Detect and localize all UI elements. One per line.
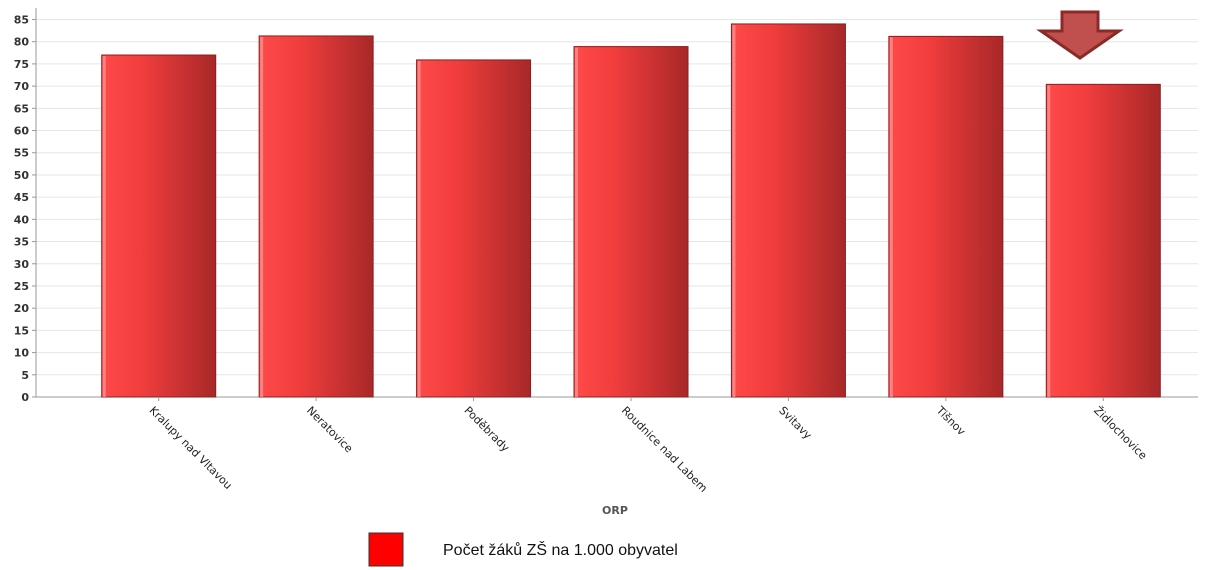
bar-body bbox=[730, 23, 846, 398]
bar-highlight bbox=[102, 56, 106, 397]
y-tick-label: 65 bbox=[14, 102, 29, 115]
y-tick-label: 40 bbox=[14, 213, 30, 226]
bar-highlight bbox=[260, 36, 264, 398]
legend-label: Počet žáků ZŠ na 1.000 obyvatel bbox=[443, 540, 678, 559]
legend-swatch bbox=[368, 532, 404, 567]
legend: Počet žáků ZŠ na 1.000 obyvatel bbox=[368, 532, 678, 567]
x-category-label: Tišnov bbox=[933, 403, 968, 438]
y-tick-label: 10 bbox=[14, 347, 30, 360]
y-tick-label: 85 bbox=[14, 14, 29, 27]
bar-highlight bbox=[575, 47, 578, 397]
x-category-label: Neratovice bbox=[304, 404, 356, 456]
bar bbox=[1045, 83, 1161, 398]
bar bbox=[101, 54, 217, 398]
bar bbox=[573, 46, 689, 398]
y-tick-label: 5 bbox=[21, 369, 29, 382]
bar-body bbox=[101, 54, 217, 398]
bar-highlight bbox=[889, 37, 893, 398]
y-tick-label: 50 bbox=[14, 169, 30, 182]
x-axis-title: ORP bbox=[602, 504, 628, 517]
y-tick-label: 20 bbox=[14, 302, 30, 315]
bar-body bbox=[573, 46, 689, 398]
bar-body bbox=[1045, 83, 1161, 398]
y-tick-label: 75 bbox=[14, 58, 29, 71]
x-category-label: Poděbrady bbox=[461, 404, 512, 455]
x-category-label: Roudnice nad Labem bbox=[619, 404, 710, 495]
y-tick-label: 45 bbox=[14, 191, 29, 204]
y-tick-label: 70 bbox=[14, 80, 30, 93]
down-arrow-icon bbox=[1036, 10, 1124, 60]
y-tick-label: 15 bbox=[14, 324, 29, 337]
bar bbox=[888, 35, 1004, 398]
bar bbox=[416, 59, 532, 398]
bar-body bbox=[416, 59, 532, 398]
y-tick-label: 60 bbox=[14, 125, 30, 138]
y-axis-ticks: 0 5 10 15 20 25 30 35 40 45 50 55 60 65 70 75 80 85 bbox=[14, 14, 36, 404]
y-tick-label: 55 bbox=[14, 147, 29, 160]
bar-highlight bbox=[732, 24, 736, 398]
y-tick-label: 0 bbox=[21, 391, 29, 404]
bar-highlight bbox=[1047, 85, 1051, 397]
bar bbox=[258, 35, 374, 398]
bar-body bbox=[258, 35, 374, 398]
bar-body bbox=[888, 35, 1004, 398]
y-tick-label: 35 bbox=[14, 236, 29, 249]
x-category-label: Židlochovice bbox=[1091, 404, 1149, 462]
y-tick-label: 80 bbox=[14, 36, 30, 49]
bar-highlight bbox=[417, 60, 421, 398]
y-tick-label: 30 bbox=[14, 258, 30, 271]
bars bbox=[101, 23, 1161, 398]
x-category-label: Svitavy bbox=[776, 404, 814, 442]
bar bbox=[730, 23, 846, 398]
y-tick-label: 25 bbox=[14, 280, 29, 293]
category-labels: Kralupy nad Vltavou Neratovice Poděbrady Ro… bbox=[147, 397, 1150, 495]
x-category-label: Kralupy nad Vltavou bbox=[147, 404, 235, 492]
